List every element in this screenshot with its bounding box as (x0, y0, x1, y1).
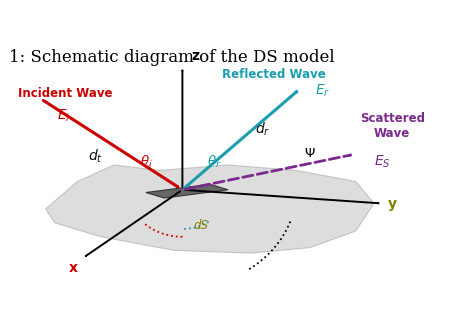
Text: Reflected Wave: Reflected Wave (221, 68, 325, 81)
Text: 1: Schematic diagram of the DS model: 1: Schematic diagram of the DS model (9, 49, 334, 67)
Text: dS: dS (193, 219, 207, 232)
Text: $E_r$: $E_r$ (314, 83, 329, 99)
Text: $E_S$: $E_S$ (373, 154, 389, 171)
Text: $\theta_i$: $\theta_i$ (139, 154, 152, 170)
Text: $\theta_r$: $\theta_r$ (207, 154, 221, 170)
Text: z: z (191, 49, 199, 63)
Text: $d_r$: $d_r$ (254, 121, 269, 138)
Text: y: y (387, 196, 396, 211)
Text: Scattered
Wave: Scattered Wave (359, 112, 424, 140)
Text: x: x (68, 261, 77, 275)
Polygon shape (146, 184, 228, 198)
Text: Incident Wave: Incident Wave (18, 87, 112, 100)
Text: $d_t$: $d_t$ (88, 148, 103, 165)
Text: $\Psi$: $\Psi$ (303, 148, 315, 161)
Polygon shape (46, 165, 373, 253)
Text: $E_i$: $E_i$ (57, 107, 71, 124)
